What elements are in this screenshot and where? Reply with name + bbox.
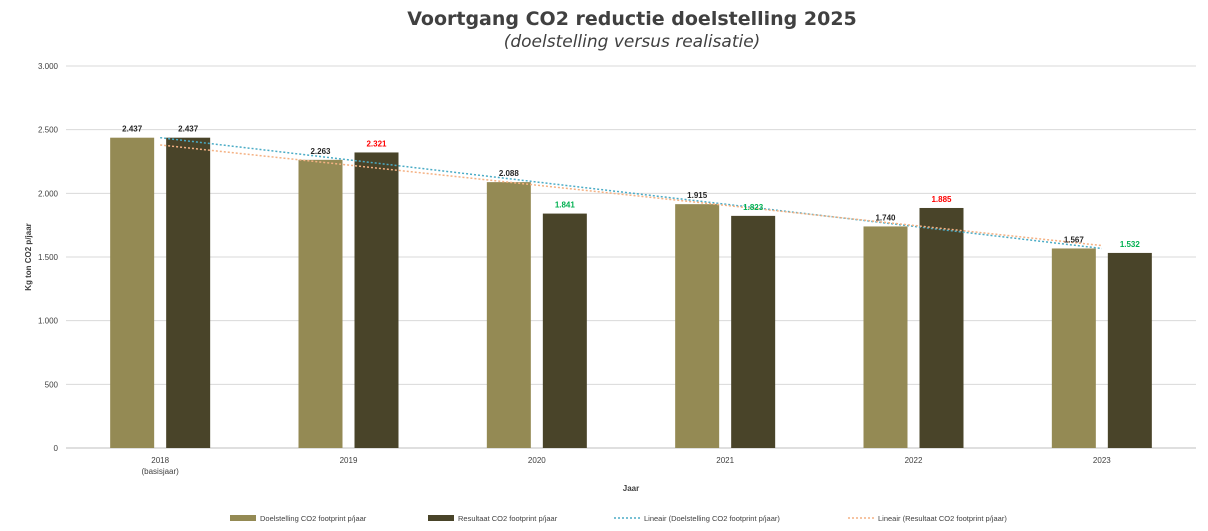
y-tick-label: 500 (45, 380, 59, 389)
data-label: 2.088 (499, 169, 520, 178)
y-tick-label: 3.000 (38, 62, 59, 71)
bar-resultaat (354, 152, 399, 448)
data-label: 1.567 (1064, 235, 1085, 244)
x-tick-label: 2023 (1093, 456, 1111, 465)
x-tick-label: 2022 (905, 456, 923, 465)
y-axis-ticks: 0 500 1.000 1.500 2.000 2.500 3.000 (38, 62, 59, 453)
y-tick-label: 1.000 (38, 317, 59, 326)
data-label: 2.321 (366, 139, 387, 148)
y-tick-label: 2.000 (38, 189, 59, 198)
legend: Doelstelling CO2 footprint p/jaar Resulta… (230, 514, 1007, 523)
data-label: 1.532 (1120, 240, 1141, 249)
bar-doelstelling (675, 204, 720, 448)
bar-doelstelling (298, 159, 343, 448)
bar-resultaat (542, 213, 587, 448)
y-tick-label: 2.500 (38, 126, 59, 135)
bar-doelstelling (486, 182, 531, 449)
bar-resultaat (731, 215, 776, 448)
bar-resultaat (919, 207, 964, 448)
bars-group (110, 137, 1152, 449)
trendline-resultaat (160, 144, 1102, 247)
legend-label: Resultaat CO2 footprint p/jaar (458, 514, 558, 523)
data-label: 1.740 (875, 213, 896, 222)
y-axis-title: Kg ton CO2 p/jaar (24, 223, 33, 291)
x-tick-label: 2020 (528, 456, 546, 465)
data-label: 1.885 (931, 195, 952, 204)
legend-label: Lineair (Doelstelling CO2 footprint p/ja… (644, 514, 780, 523)
x-tick-label: 2021 (716, 456, 734, 465)
x-axis-ticks: 2018 (basisjaar) 2019 2020 2021 2022 2023 (141, 456, 1111, 476)
bar-doelstelling (110, 137, 155, 448)
chart-title: Voortgang CO2 reductie doelstelling 2025 (407, 8, 857, 30)
legend-swatch (230, 515, 256, 521)
bar-resultaat (1107, 252, 1152, 448)
x-tick-label: 2019 (340, 456, 358, 465)
legend-label: Doelstelling CO2 footprint p/jaar (260, 514, 367, 523)
data-label: 2.437 (122, 125, 143, 134)
gridlines (66, 65, 1196, 449)
data-label: 1.915 (687, 191, 708, 200)
y-tick-label: 1.500 (38, 253, 59, 262)
data-label: 2.263 (310, 147, 331, 156)
data-label: 1.823 (743, 203, 764, 212)
y-tick-label: 0 (54, 444, 59, 453)
x-tick-sublabel: (basisjaar) (141, 467, 179, 476)
bar-doelstelling (1051, 248, 1096, 448)
bar-resultaat (166, 137, 211, 448)
data-label: 1.841 (555, 201, 576, 210)
data-label: 2.437 (178, 125, 199, 134)
data-labels-group: 2.437 2.437 2.263 2.321 2.088 1.841 1.915 1.823… (122, 125, 1140, 249)
legend-label: Lineair (Resultaat CO2 footprint p/jaar) (878, 514, 1007, 523)
x-axis-title: Jaar (623, 484, 639, 493)
legend-swatch (428, 515, 454, 521)
trendlines-group (160, 136, 1102, 250)
x-tick-label: 2018 (151, 456, 169, 465)
chart-subtitle: (doelstelling versus realisatie) (504, 32, 761, 52)
bar-doelstelling (863, 226, 908, 448)
